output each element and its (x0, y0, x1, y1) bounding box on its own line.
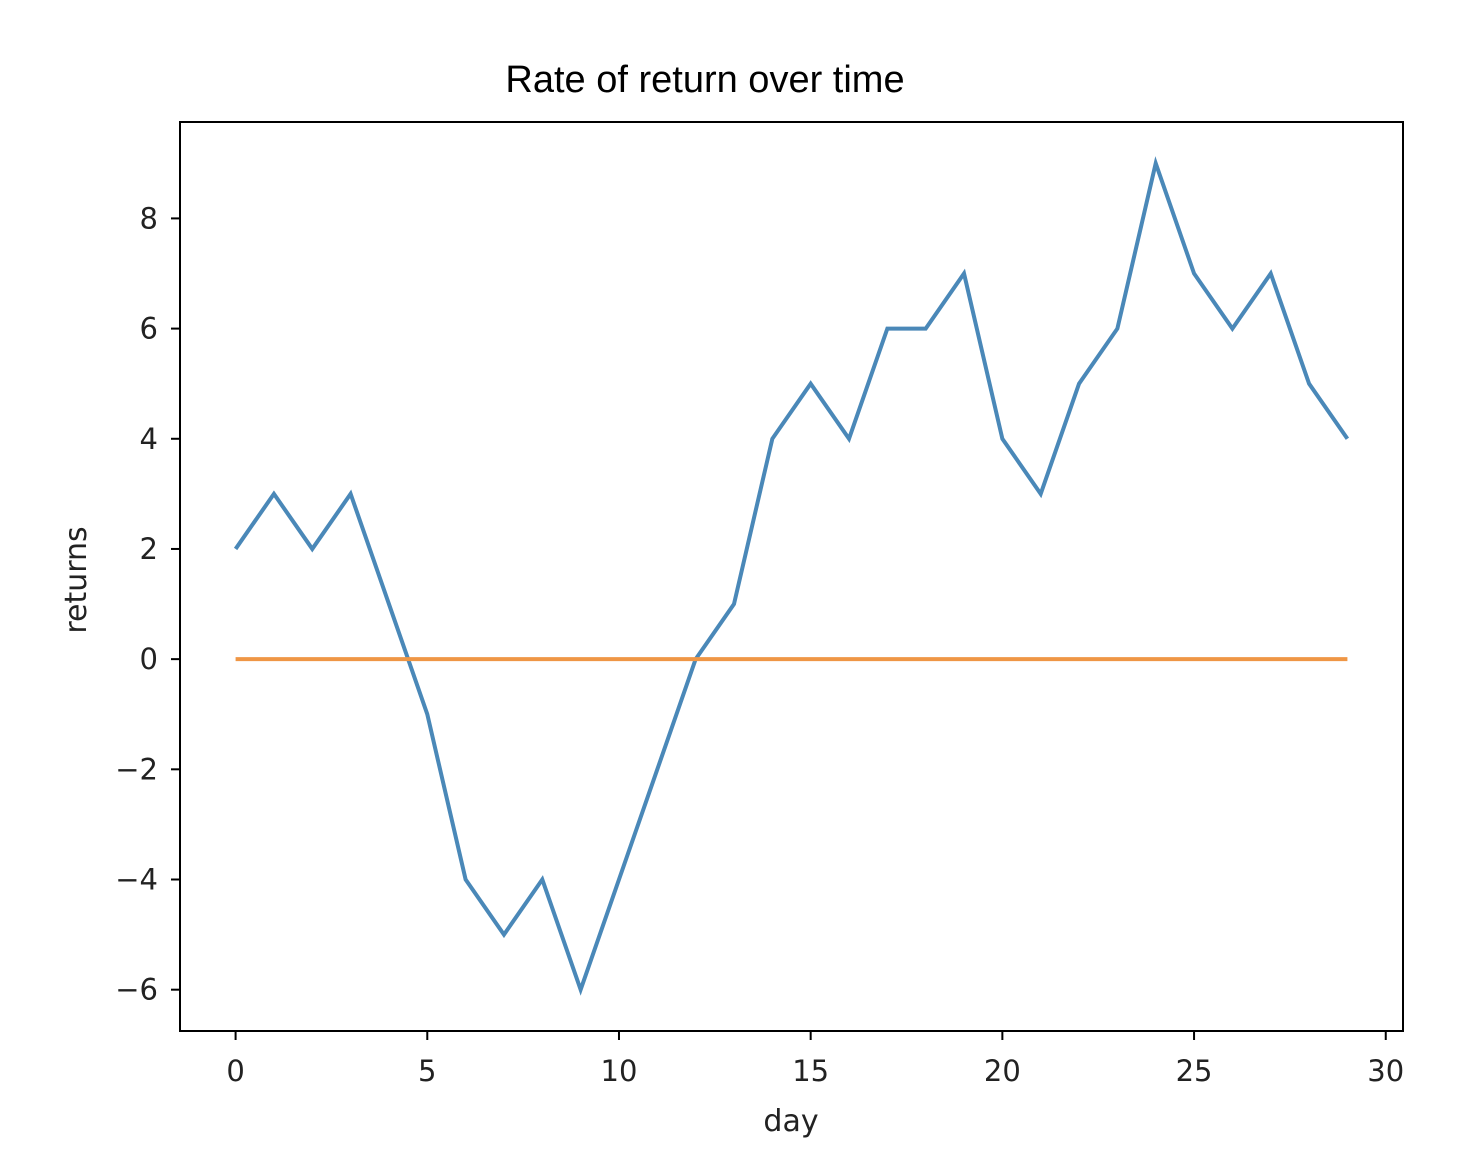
y-tick-label: 8 (140, 201, 158, 235)
x-tick-label: 15 (792, 1054, 829, 1088)
series-layer (233, 156, 1350, 996)
x-tick-label: 0 (226, 1054, 244, 1088)
chart-title: Rate of return over time (505, 59, 904, 101)
x-tick-label: 20 (984, 1054, 1021, 1088)
x-tick-label: 5 (418, 1054, 436, 1088)
y-axis: −6 −4 −2 0 2 4 6 8 (115, 201, 180, 1007)
x-tick-label: 30 (1367, 1054, 1404, 1088)
x-tick-label: 25 (1176, 1054, 1213, 1088)
series-0-line (233, 156, 1350, 996)
x-tick-label: 10 (601, 1054, 638, 1088)
y-tick-label: 0 (140, 642, 158, 676)
y-tick-label: −6 (115, 973, 158, 1007)
y-tick-label: −2 (115, 752, 158, 786)
x-axis-label: day (763, 1104, 818, 1139)
y-tick-label: 6 (140, 312, 158, 346)
y-tick-label: 2 (140, 532, 158, 566)
y-axis-label: returns (59, 526, 94, 633)
y-tick-label: −4 (115, 863, 158, 897)
x-axis: 0 5 10 15 20 25 30 (226, 1031, 1404, 1088)
y-tick-label: 4 (140, 422, 158, 456)
plot-frame (179, 121, 1404, 1032)
